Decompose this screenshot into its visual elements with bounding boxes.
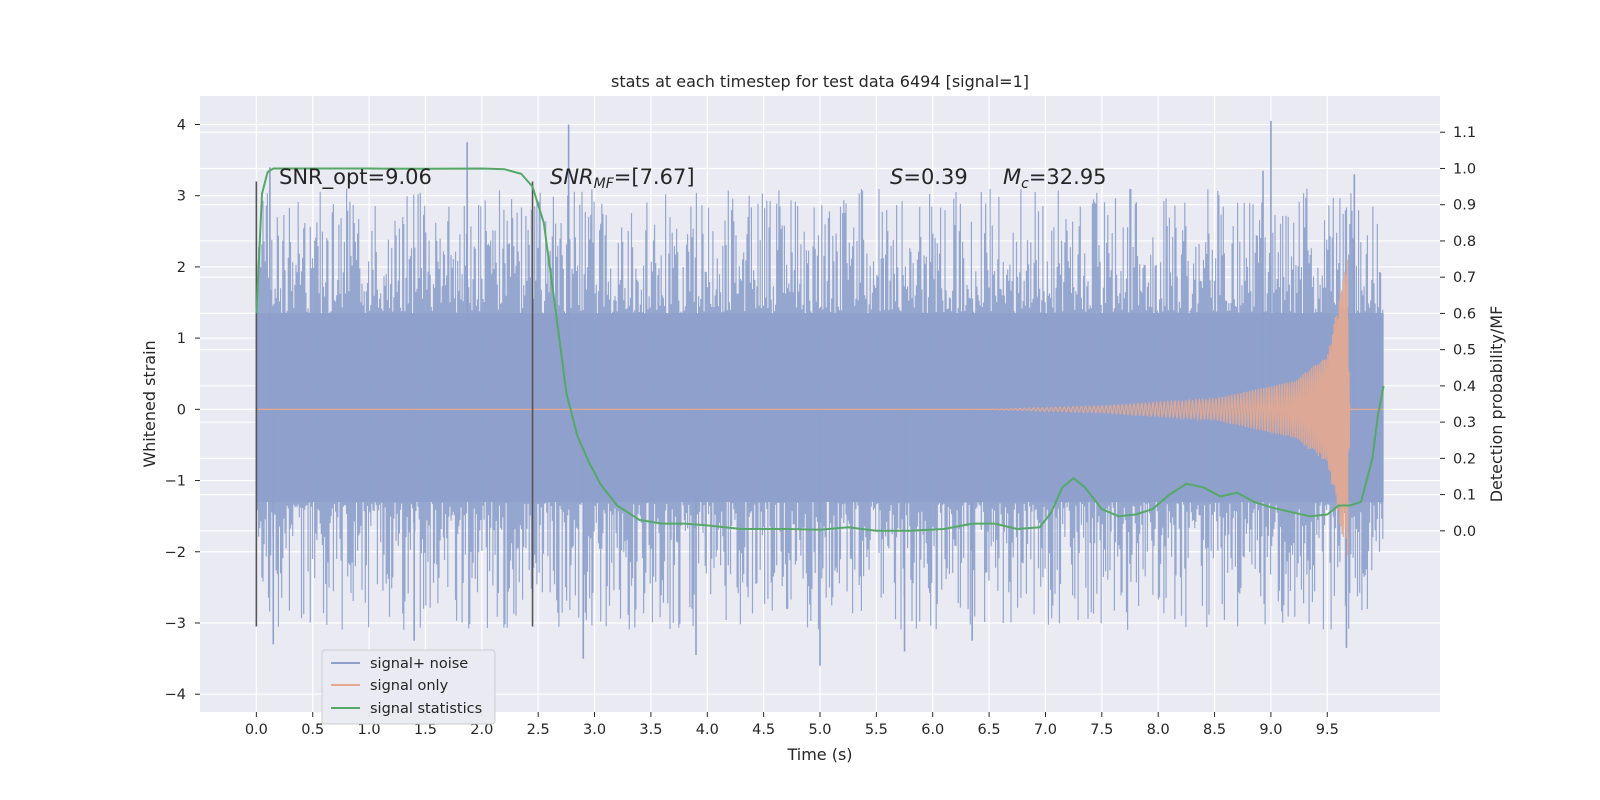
y-tick-label-0: 4 [177,117,186,133]
x-axis-label: Time (s) [786,745,852,764]
x-tick-label-15: 7.5 [1090,722,1113,738]
legend-label-signal-statistics: signal statistics [370,701,482,717]
y-right-tick-label-2: 0.9 [1453,198,1476,214]
x-tick-label-3: 1.5 [414,722,437,738]
x-tick-label-1: 0.5 [301,722,324,738]
legend: signal+ noise signal only signal statist… [321,649,496,725]
vertical-markers [255,181,534,627]
signal-only-line [256,259,1384,557]
legend-box [321,649,496,725]
y-tick-label-3: 1 [177,331,186,347]
x-tick-label-17: 8.5 [1203,722,1226,738]
x-tick-label-19: 9.5 [1316,722,1339,738]
x-tick-label-2: 1.0 [358,722,381,738]
x-tick-label-0: 0.0 [245,722,268,738]
y-tick-label-7: −3 [165,616,186,632]
y-right-tick-label-4: 0.7 [1453,270,1476,286]
x-tick-label-5: 2.5 [527,722,550,738]
x-axis-ticks: 0.0 0.5 1.0 1.5 2.0 2.5 3.0 3.5 4.0 4.5 5.0 5.5 6.0 6… [245,712,1339,738]
x-tick-label-16: 8.0 [1147,722,1170,738]
y-right-tick-label-8: 0.3 [1453,415,1476,431]
x-tick-label-7: 3.5 [639,722,662,738]
x-tick-label-13: 6.5 [978,722,1001,738]
annotation-snr-mf-value: =[7.67] [614,165,695,189]
y-axis-right-ticks: 1.1 1.0 0.9 0.8 0.7 0.6 0.5 0.4 0.3 0.2 0.1 0.0 [1440,125,1476,540]
y-axis-ticks: 4 3 2 1 0 −1 −2 −3 −4 [165,117,200,703]
y-tick-label-2: 2 [177,260,186,276]
y-right-tick-label-0: 1.1 [1453,125,1476,141]
annotation-snr-mf-sub: MF [594,176,615,192]
y-right-tick-label-9: 0.2 [1453,451,1476,467]
annotation-mc-label: M [1003,165,1021,189]
x-tick-label-4: 2.0 [470,722,493,738]
x-tick-label-14: 7.0 [1034,722,1057,738]
x-tick-label-9: 4.5 [752,722,775,738]
signal-statistics-series [255,167,1385,532]
legend-label-signal-only: signal only [370,678,449,694]
annotation-mc: Mc=32.95 [1003,165,1107,192]
x-tick-label-18: 9.0 [1259,722,1282,738]
y-tick-label-1: 3 [177,189,186,205]
annotation-s-value: =0.39 [903,165,967,189]
y-tick-label-4: 0 [177,402,186,418]
chart-title: stats at each timestep for test data 649… [611,72,1029,91]
y-right-tick-label-1: 1.0 [1453,161,1476,177]
x-tick-label-10: 5.0 [808,722,831,738]
y-right-tick-label-5: 0.6 [1453,306,1476,322]
x-tick-label-8: 4.0 [696,722,719,738]
annotation-snr-mf-label: SNR [550,165,594,189]
signal-only-series [256,259,1384,557]
y-tick-label-6: −2 [165,545,186,561]
y-right-tick-label-6: 0.5 [1453,343,1476,359]
annotation-s-label: S [890,165,903,189]
annotation-snr-opt: SNR_opt=9.06 [279,165,432,190]
y-right-tick-label-7: 0.4 [1453,379,1476,395]
annotation-mc-sub: c [1021,176,1029,192]
y-right-tick-label-11: 0.0 [1453,524,1476,540]
annotation-snr-mf: SNRMF=[7.67] [550,165,695,192]
y-right-tick-label-3: 0.8 [1453,234,1476,250]
signal-statistics-line [255,167,1385,532]
y-axis-label: Whitened strain [140,340,159,467]
legend-label-signal-noise: signal+ noise [370,656,468,672]
y-axis-right-label: Detection probability/MF [1487,306,1506,503]
annotation-s: S=0.39 [890,165,968,189]
x-tick-label-12: 6.0 [921,722,944,738]
y-right-tick-label-10: 0.1 [1453,488,1476,504]
annotation-mc-value: =32.95 [1029,165,1107,189]
y-tick-label-5: −1 [165,474,186,490]
x-tick-label-6: 3.0 [583,722,606,738]
x-tick-label-11: 5.5 [865,722,888,738]
y-tick-label-8: −4 [165,687,186,703]
